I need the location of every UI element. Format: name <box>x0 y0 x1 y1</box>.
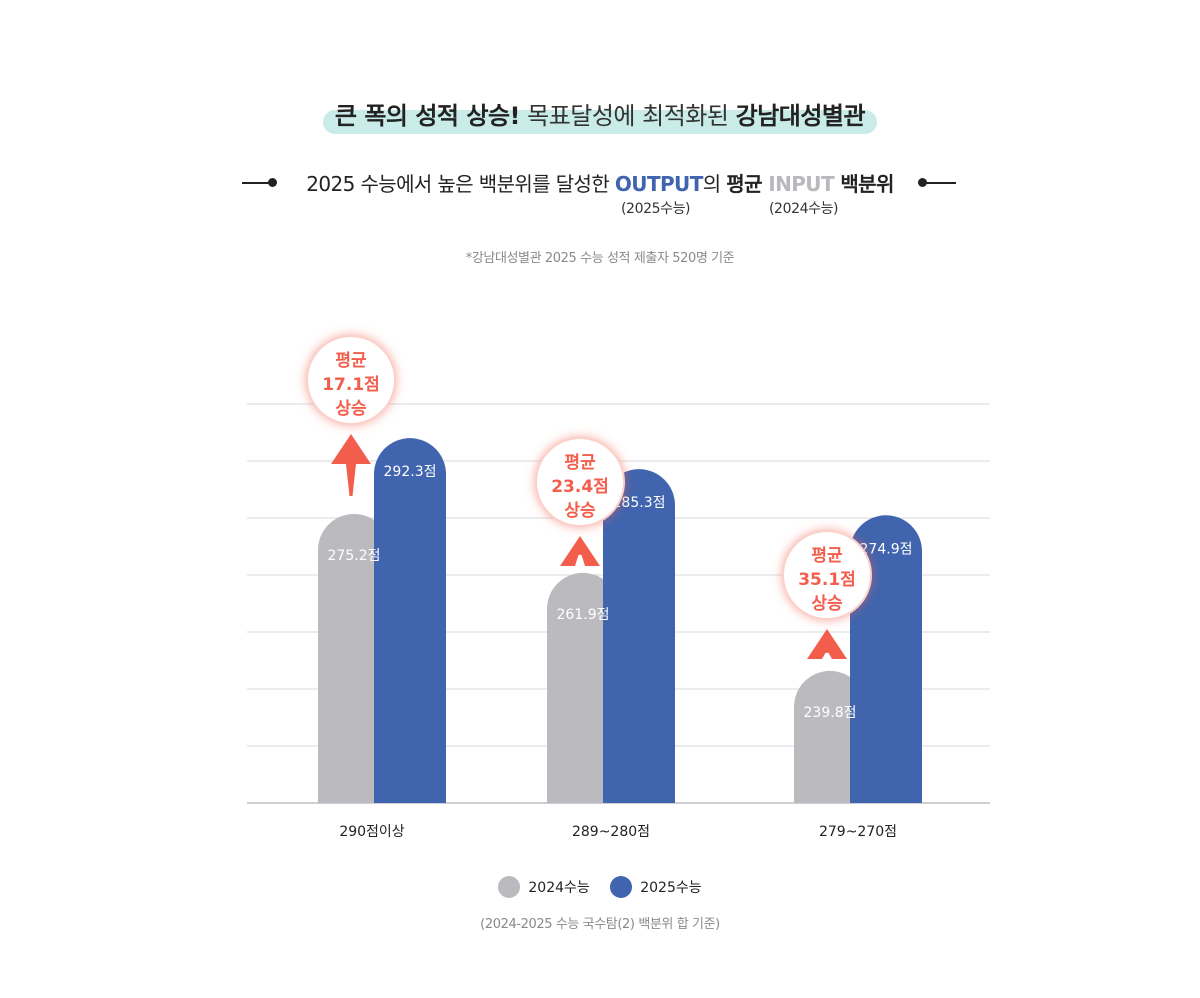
increase-badge-text: 상승 <box>811 594 843 614</box>
headline-part1: 큰 폭의 성적 상승! <box>334 102 521 130</box>
subtitle-part3: 백분위 <box>834 172 894 196</box>
increase-badge-text: 상승 <box>335 399 367 419</box>
legend-item-2025: 2025수능 <box>610 876 702 898</box>
category-label: 290점이상 <box>339 824 404 840</box>
headline-highlight <box>322 110 878 134</box>
bar-2024 <box>547 572 619 803</box>
legend-label-2024: 2024수능 <box>528 880 590 896</box>
increase-badge-text: 평균 <box>335 351 367 371</box>
legend-swatch-2025 <box>610 876 633 898</box>
bar-label-2024: 261.9점 <box>557 607 610 623</box>
subtitle-part1: 2025 수능에서 높은 백분위를 달성한 <box>306 172 615 196</box>
bar-2025 <box>374 438 446 803</box>
input-note: (2024수능) <box>769 201 839 217</box>
headline: 큰 폭의 성적 상승! 목표달성에 최적화된 강남대성별관 <box>0 96 1200 134</box>
category-label: 289~280점 <box>572 824 650 840</box>
increase-badge <box>782 530 872 620</box>
increase-badge <box>535 437 625 527</box>
increase-arrow <box>560 536 600 566</box>
bar-2025 <box>603 469 675 803</box>
increase-badge-text: 평균 <box>564 453 596 473</box>
basis-note: *강남대성별관 2025 수능 성적 제출자 520명 기준 <box>465 251 735 266</box>
subtitle-input: INPUT <box>761 172 834 196</box>
headline-part2: 목표달성에 최적화된 <box>519 102 736 130</box>
increase-badge-text: 23.4점 <box>551 477 609 497</box>
bar-2024 <box>318 513 390 803</box>
bar-label-2025: 285.3점 <box>613 495 666 511</box>
headline-part3: 강남대성별관 <box>735 102 866 130</box>
output-note: (2025수능) <box>621 201 691 217</box>
increase-badge-text: 35.1점 <box>798 570 856 590</box>
legend: 2024수능 2025수능 <box>0 876 1200 902</box>
bar-label-2024: 275.2점 <box>328 548 381 564</box>
footnote: (2024-2025 수능 국수탐(2) 백분위 합 기준) <box>480 917 720 932</box>
subtitle-right-line <box>926 182 956 184</box>
increase-badge <box>306 335 396 425</box>
increase-badge-text: 상승 <box>564 501 596 521</box>
subtitle-avg: 평균 <box>726 172 762 196</box>
headline-box: 큰 폭의 성적 상승! 목표달성에 최적화된 강남대성별관 <box>322 96 878 134</box>
bar-label-2025: 292.3점 <box>384 464 437 480</box>
increase-arrow <box>331 434 371 496</box>
subtitle-text: 2025 수능에서 높은 백분위를 달성한 OUTPUT의 평균 INPUT 백… <box>0 168 1200 197</box>
legend-label-2025: 2025수능 <box>640 880 702 896</box>
subtitle: 2025 수능에서 높은 백분위를 달성한 OUTPUT의 평균 INPUT 백… <box>0 168 1200 224</box>
subtitle-output: OUTPUT <box>614 172 703 196</box>
subtitle-part2: 의 <box>702 172 727 196</box>
legend-item-2024: 2024수능 <box>498 876 590 898</box>
increase-arrow <box>807 629 847 659</box>
increase-badge-text: 17.1점 <box>322 375 380 395</box>
subtitle-left-dot <box>268 178 277 187</box>
bar-2024 <box>794 670 866 803</box>
increase-badge-text: 평균 <box>811 546 843 566</box>
legend-swatch-2024 <box>498 876 521 898</box>
bar-label-2024: 239.8점 <box>804 705 857 721</box>
subtitle-right-dot <box>918 178 927 187</box>
category-label: 279~270점 <box>819 824 897 840</box>
subtitle-left-line <box>242 182 272 184</box>
bar-label-2025: 274.9점 <box>860 541 913 557</box>
